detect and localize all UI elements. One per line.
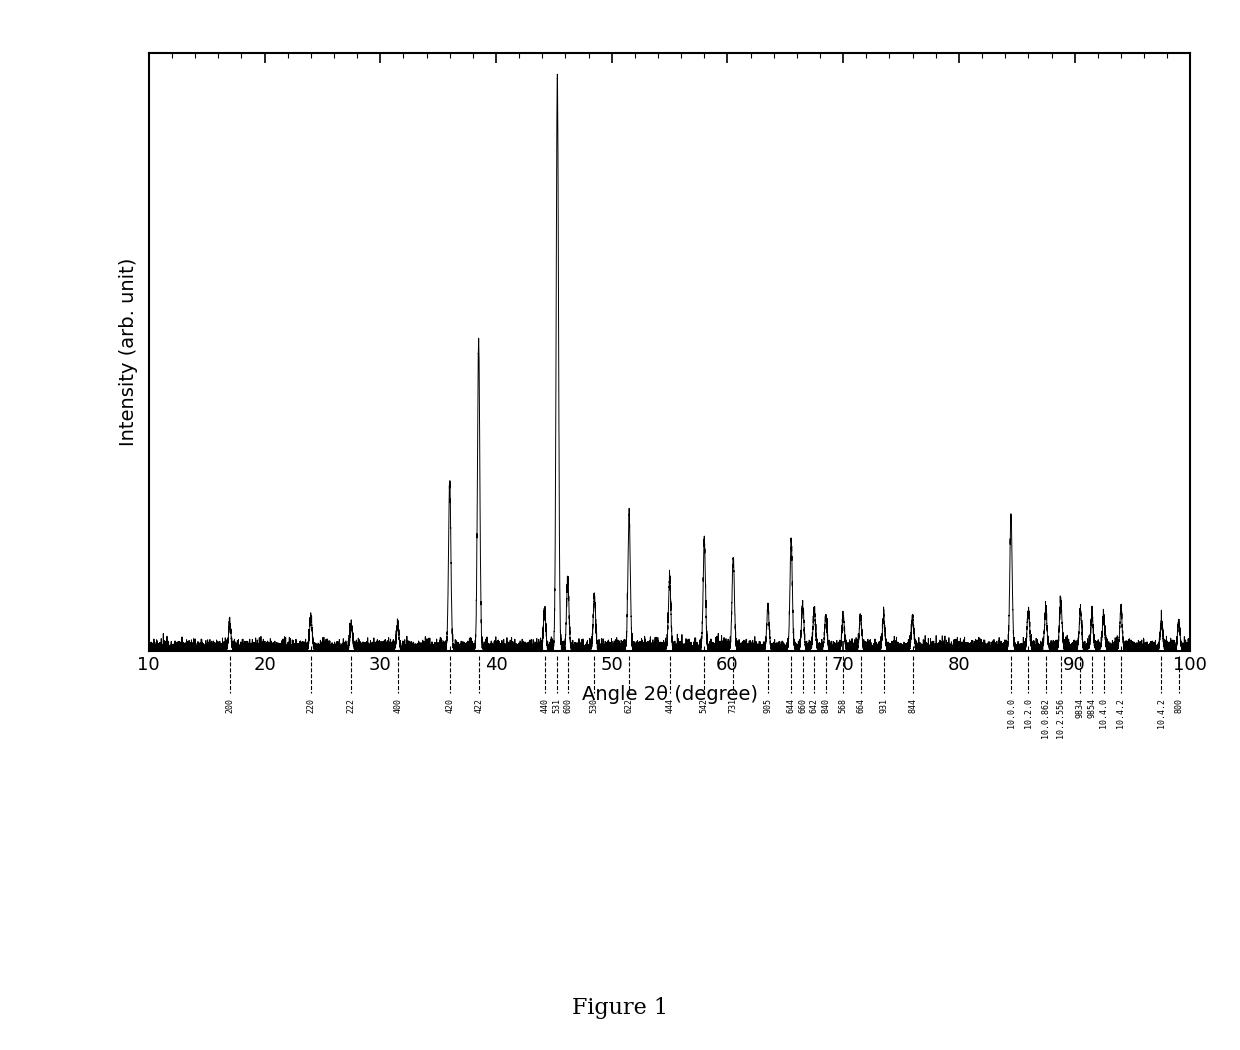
- Text: 530: 530: [590, 698, 599, 713]
- Text: 200: 200: [226, 698, 234, 713]
- Text: 664: 664: [856, 698, 866, 713]
- Text: 10.0.862: 10.0.862: [1042, 698, 1050, 738]
- Text: 444: 444: [665, 698, 675, 713]
- Text: 622: 622: [625, 698, 634, 713]
- Text: 9834: 9834: [1076, 698, 1085, 718]
- Text: 440: 440: [541, 698, 549, 713]
- Text: Figure 1: Figure 1: [572, 998, 668, 1018]
- Text: 731: 731: [729, 698, 738, 713]
- Text: 642: 642: [810, 698, 818, 713]
- Text: 931: 931: [879, 698, 888, 713]
- Text: 10.2.556: 10.2.556: [1056, 698, 1065, 738]
- Text: 422: 422: [474, 698, 484, 713]
- Text: 644: 644: [786, 698, 796, 713]
- Text: 568: 568: [838, 698, 848, 713]
- Text: 542: 542: [699, 698, 709, 713]
- Text: 420: 420: [445, 698, 454, 713]
- Text: 10.4.2: 10.4.2: [1116, 698, 1126, 729]
- Text: 400: 400: [393, 698, 402, 713]
- Text: 220: 220: [306, 698, 315, 713]
- Text: 600: 600: [563, 698, 572, 713]
- Y-axis label: Intensity (arb. unit): Intensity (arb. unit): [119, 257, 138, 446]
- X-axis label: Angle 2θ (degree): Angle 2θ (degree): [582, 685, 758, 704]
- Text: 9854: 9854: [1087, 698, 1096, 718]
- Text: 10.4.2: 10.4.2: [1157, 698, 1166, 729]
- Text: 905: 905: [764, 698, 773, 713]
- Text: 10.4.0: 10.4.0: [1099, 698, 1109, 729]
- Text: 222: 222: [347, 698, 356, 713]
- Text: 660: 660: [799, 698, 807, 713]
- Text: 800: 800: [1174, 698, 1183, 713]
- Text: 10.2.0: 10.2.0: [1024, 698, 1033, 729]
- Text: 840: 840: [821, 698, 831, 713]
- Text: 10.0.0: 10.0.0: [1007, 698, 1016, 729]
- Text: 531: 531: [553, 698, 562, 713]
- Text: 844: 844: [908, 698, 918, 713]
